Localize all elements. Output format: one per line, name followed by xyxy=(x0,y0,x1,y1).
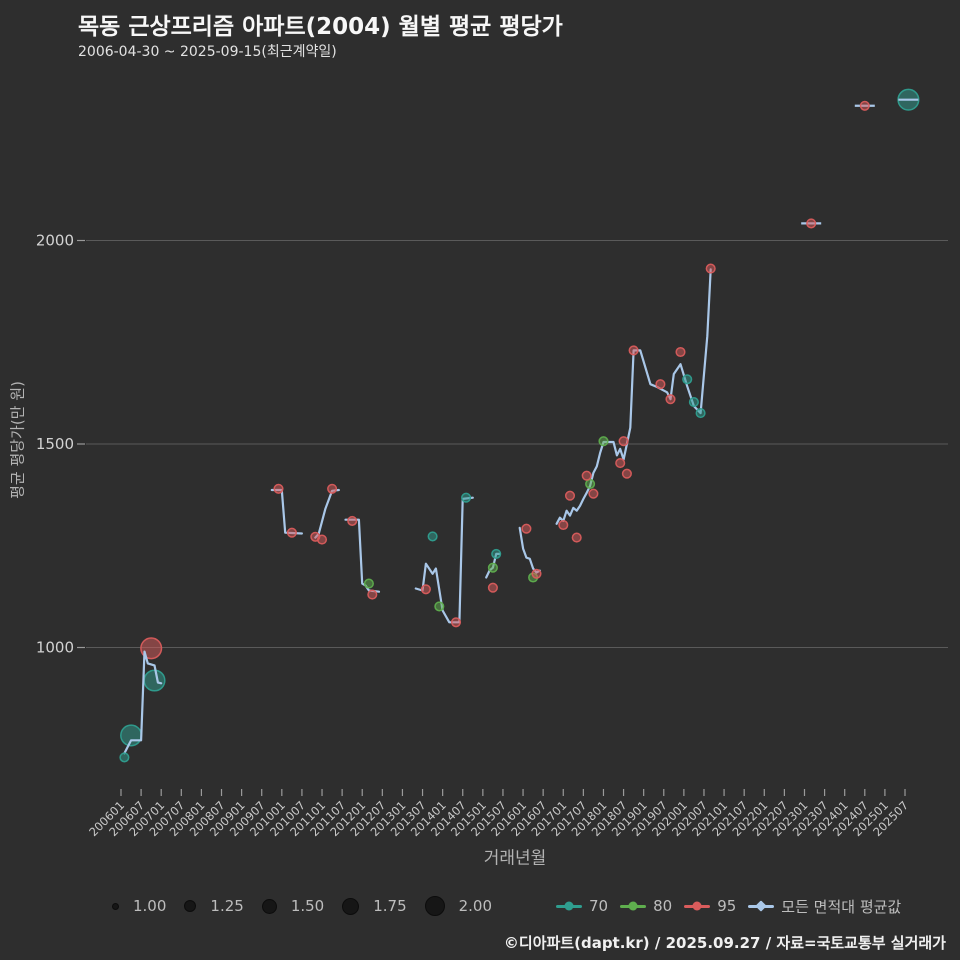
scatter-point xyxy=(286,527,297,538)
average-line-segment xyxy=(344,518,381,593)
series-legend-label: 모든 면적대 평균값 xyxy=(781,897,902,916)
average-line-segment xyxy=(555,268,712,525)
scatter-point xyxy=(420,584,431,595)
scatter-small xyxy=(119,100,870,763)
size-legend: 1.00 1.25 1.50 1.75 2.00 xyxy=(112,891,492,921)
series-legend-item-70: 70 xyxy=(556,897,608,915)
average-line-segment xyxy=(518,526,541,574)
scatter-point xyxy=(705,263,716,274)
scatter-point xyxy=(434,601,445,612)
y-tick-label: 2000 xyxy=(36,232,74,250)
scatter-point xyxy=(655,379,666,390)
x-axis-title: 거래년월 xyxy=(483,848,547,869)
series-legend-label: 95 xyxy=(717,897,737,915)
scatter-point xyxy=(682,374,693,385)
scatter-point xyxy=(347,515,358,526)
scatter-point xyxy=(618,436,629,447)
average-line-segment xyxy=(270,488,303,535)
scatter-point xyxy=(487,582,498,593)
series-legend-label: 80 xyxy=(653,897,673,915)
size-legend-label: 1.25 xyxy=(210,897,244,915)
scatter-point xyxy=(564,490,576,501)
scatter-point xyxy=(675,346,686,358)
average-line-segment xyxy=(123,650,163,755)
page-subtitle: 2006-04-30 ~ 2025-09-15(최근계약일) xyxy=(78,44,337,60)
size-dot-icon xyxy=(112,902,119,910)
scatter-point xyxy=(521,523,532,534)
scatter-point xyxy=(688,397,699,408)
scatter-point xyxy=(327,483,338,494)
series-legend: 70 80 95 모든 면적대 평균값 xyxy=(556,891,901,921)
scatter-point xyxy=(571,532,582,543)
size-legend-item: 1.75 xyxy=(342,897,407,915)
scatter-point xyxy=(273,483,284,494)
size-dot-icon xyxy=(424,896,445,916)
average-line xyxy=(123,98,919,755)
series-legend-item-95: 95 xyxy=(684,897,736,915)
scatter-point xyxy=(461,492,472,503)
gridlines: 1000 1500 2000 xyxy=(36,232,948,657)
scatter-point xyxy=(695,408,706,419)
scatter-point xyxy=(665,394,676,405)
scatter-point xyxy=(615,458,626,469)
size-dot-icon xyxy=(342,897,360,915)
y-axis-title: 평균 평당가(만 원) xyxy=(8,381,27,499)
size-legend-item: 1.00 xyxy=(112,897,166,915)
average-line-segment xyxy=(414,496,474,624)
y-tick-label: 1500 xyxy=(36,435,74,453)
scatter-point xyxy=(491,548,502,559)
size-legend-item: 2.00 xyxy=(424,896,493,916)
scatter-point xyxy=(427,531,438,542)
scatter-point xyxy=(588,488,599,499)
series-legend-item-80: 80 xyxy=(620,897,672,915)
credit-text: ©디아파트(dapt.kr) / 2025.09.27 / 자료=국토교통부 실… xyxy=(503,934,946,952)
y-tick-label: 1000 xyxy=(36,639,74,657)
scatter-point xyxy=(859,100,870,111)
scatter-point xyxy=(363,578,374,589)
series-legend-item-average: 모든 면적대 평균값 xyxy=(748,896,901,917)
size-legend-label: 1.75 xyxy=(373,897,407,915)
scatter-point xyxy=(316,534,328,545)
series-95-marker-icon xyxy=(684,904,711,908)
legend: 1.00 1.25 1.50 1.75 2.00 70 xyxy=(0,891,960,921)
size-legend-label: 1.50 xyxy=(290,897,325,915)
scatter-point xyxy=(806,218,817,229)
scatter-point xyxy=(487,562,498,573)
scatter-point xyxy=(531,568,542,579)
size-dot-icon xyxy=(184,900,197,912)
x-axis-ticks: 2006012006072007012007072008012008072009… xyxy=(86,789,911,839)
size-legend-item: 1.25 xyxy=(184,897,244,915)
series-70-marker-icon xyxy=(556,904,582,908)
average-line-marker-icon xyxy=(748,904,775,908)
scatter-point xyxy=(450,617,462,628)
scatter-point xyxy=(558,519,569,531)
scatter-point xyxy=(119,752,130,763)
size-legend-label: 1.00 xyxy=(133,897,167,915)
size-legend-label: 2.00 xyxy=(458,897,493,915)
scatter-point xyxy=(367,589,378,600)
scatter-point xyxy=(585,478,596,489)
scatter-point xyxy=(143,669,166,692)
size-dot-icon xyxy=(261,898,277,914)
page-title: 목동 근상프리즘 아파트(2004) 월별 평균 평당가 xyxy=(78,14,563,40)
scatter-point xyxy=(598,436,609,447)
size-legend-item: 1.50 xyxy=(261,897,325,915)
average-line-segment xyxy=(314,488,340,539)
series-legend-label: 70 xyxy=(589,897,609,915)
scatter-point xyxy=(581,470,592,481)
series-80-marker-icon xyxy=(620,904,647,908)
scatter-point xyxy=(621,468,632,479)
scatter-point xyxy=(628,345,639,356)
